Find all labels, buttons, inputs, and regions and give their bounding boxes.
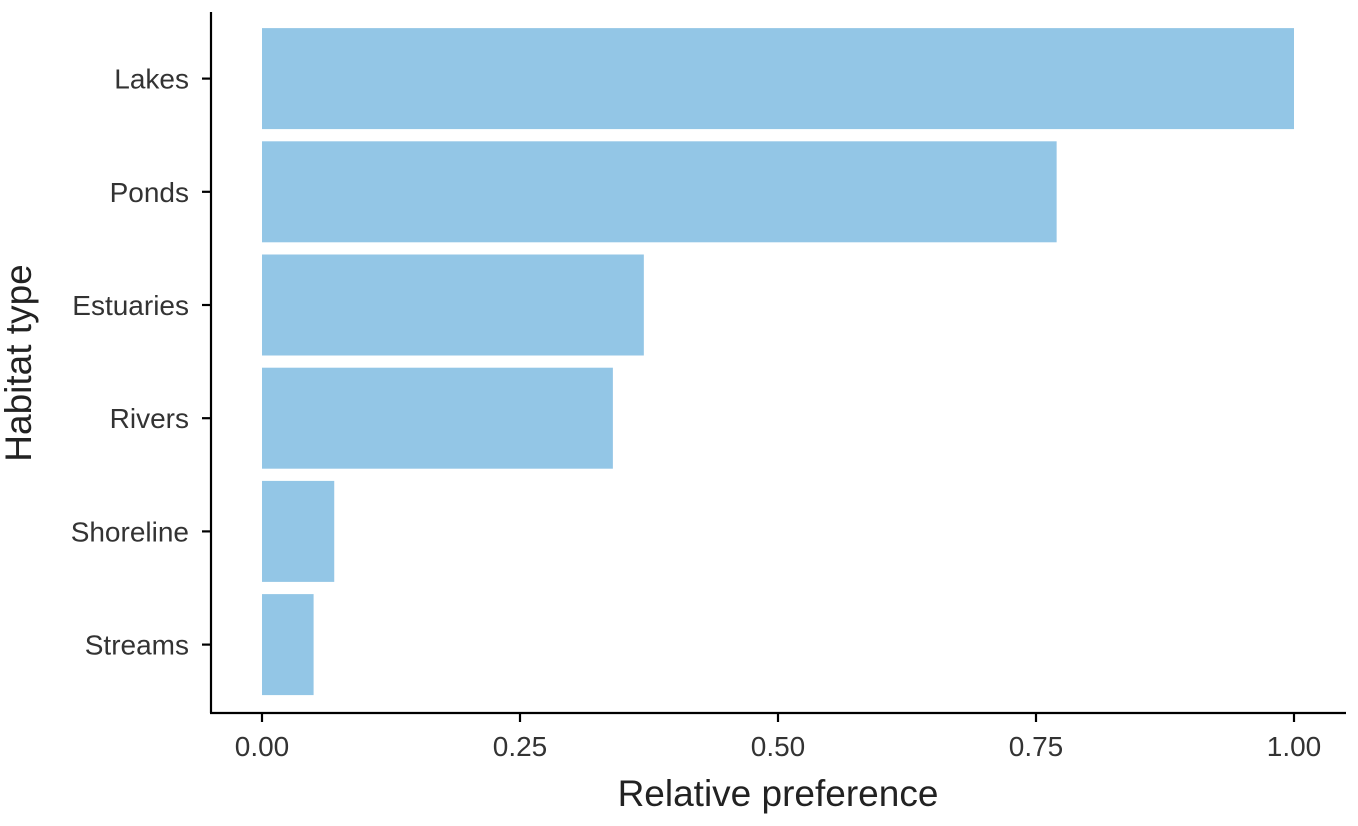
y-axis-title: Habitat type [0, 264, 39, 461]
x-tick-label: 0.50 [751, 731, 806, 762]
bars [262, 28, 1294, 696]
x-tick-label: 0.75 [1009, 731, 1064, 762]
x-axis-title: Relative preference [618, 773, 939, 814]
y-tick-label: Rivers [110, 403, 189, 434]
x-axis-ticks: 0.00 0.25 0.50 0.75 1.00 [235, 713, 1322, 762]
bar-ponds [262, 141, 1057, 243]
x-tick-label: 0.25 [493, 731, 548, 762]
bar-lakes [262, 28, 1294, 130]
y-tick-label: Shoreline [71, 516, 189, 547]
y-tick-label: Lakes [114, 64, 189, 95]
x-tick-label: 1.00 [1267, 731, 1322, 762]
y-tick-label: Ponds [110, 177, 189, 208]
bar-rivers [262, 367, 613, 469]
bar-shoreline [262, 480, 335, 582]
x-tick-label: 0.00 [235, 731, 290, 762]
bar-streams [262, 594, 314, 696]
y-tick-label: Streams [85, 630, 189, 661]
y-axis-ticks: Lakes Ponds Estuaries Rivers Shoreline Stream… [71, 64, 211, 661]
y-tick-label: Estuaries [72, 290, 189, 321]
bar-estuaries [262, 254, 644, 356]
